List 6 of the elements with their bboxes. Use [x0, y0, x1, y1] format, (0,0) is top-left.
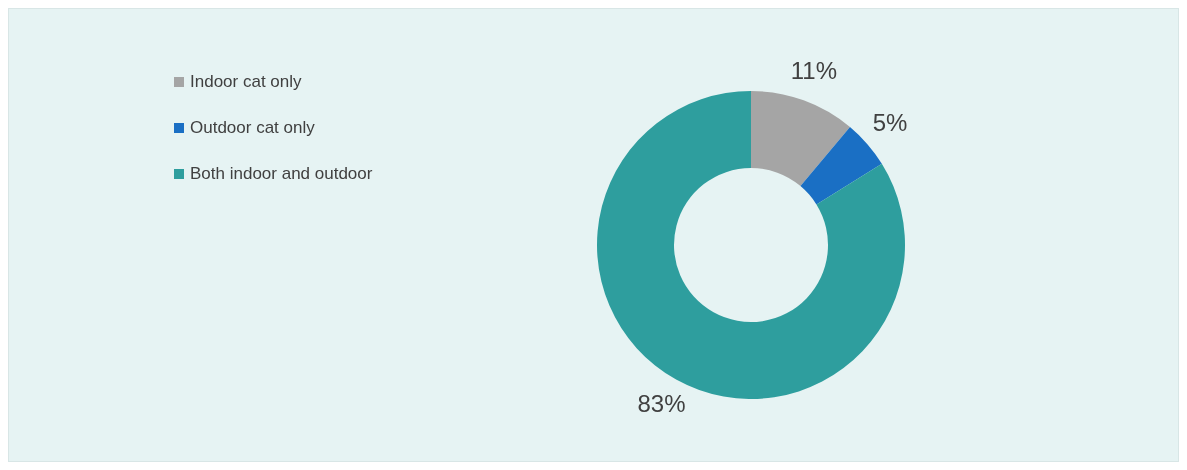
legend-label: Both indoor and outdoor: [190, 163, 373, 183]
legend-label: Indoor cat only: [190, 71, 303, 91]
data-label: 5%: [872, 109, 908, 137]
data-label: 11%: [790, 56, 838, 84]
legend-label: Outdoor cat only: [190, 117, 316, 137]
data-label: 83%: [637, 390, 686, 418]
